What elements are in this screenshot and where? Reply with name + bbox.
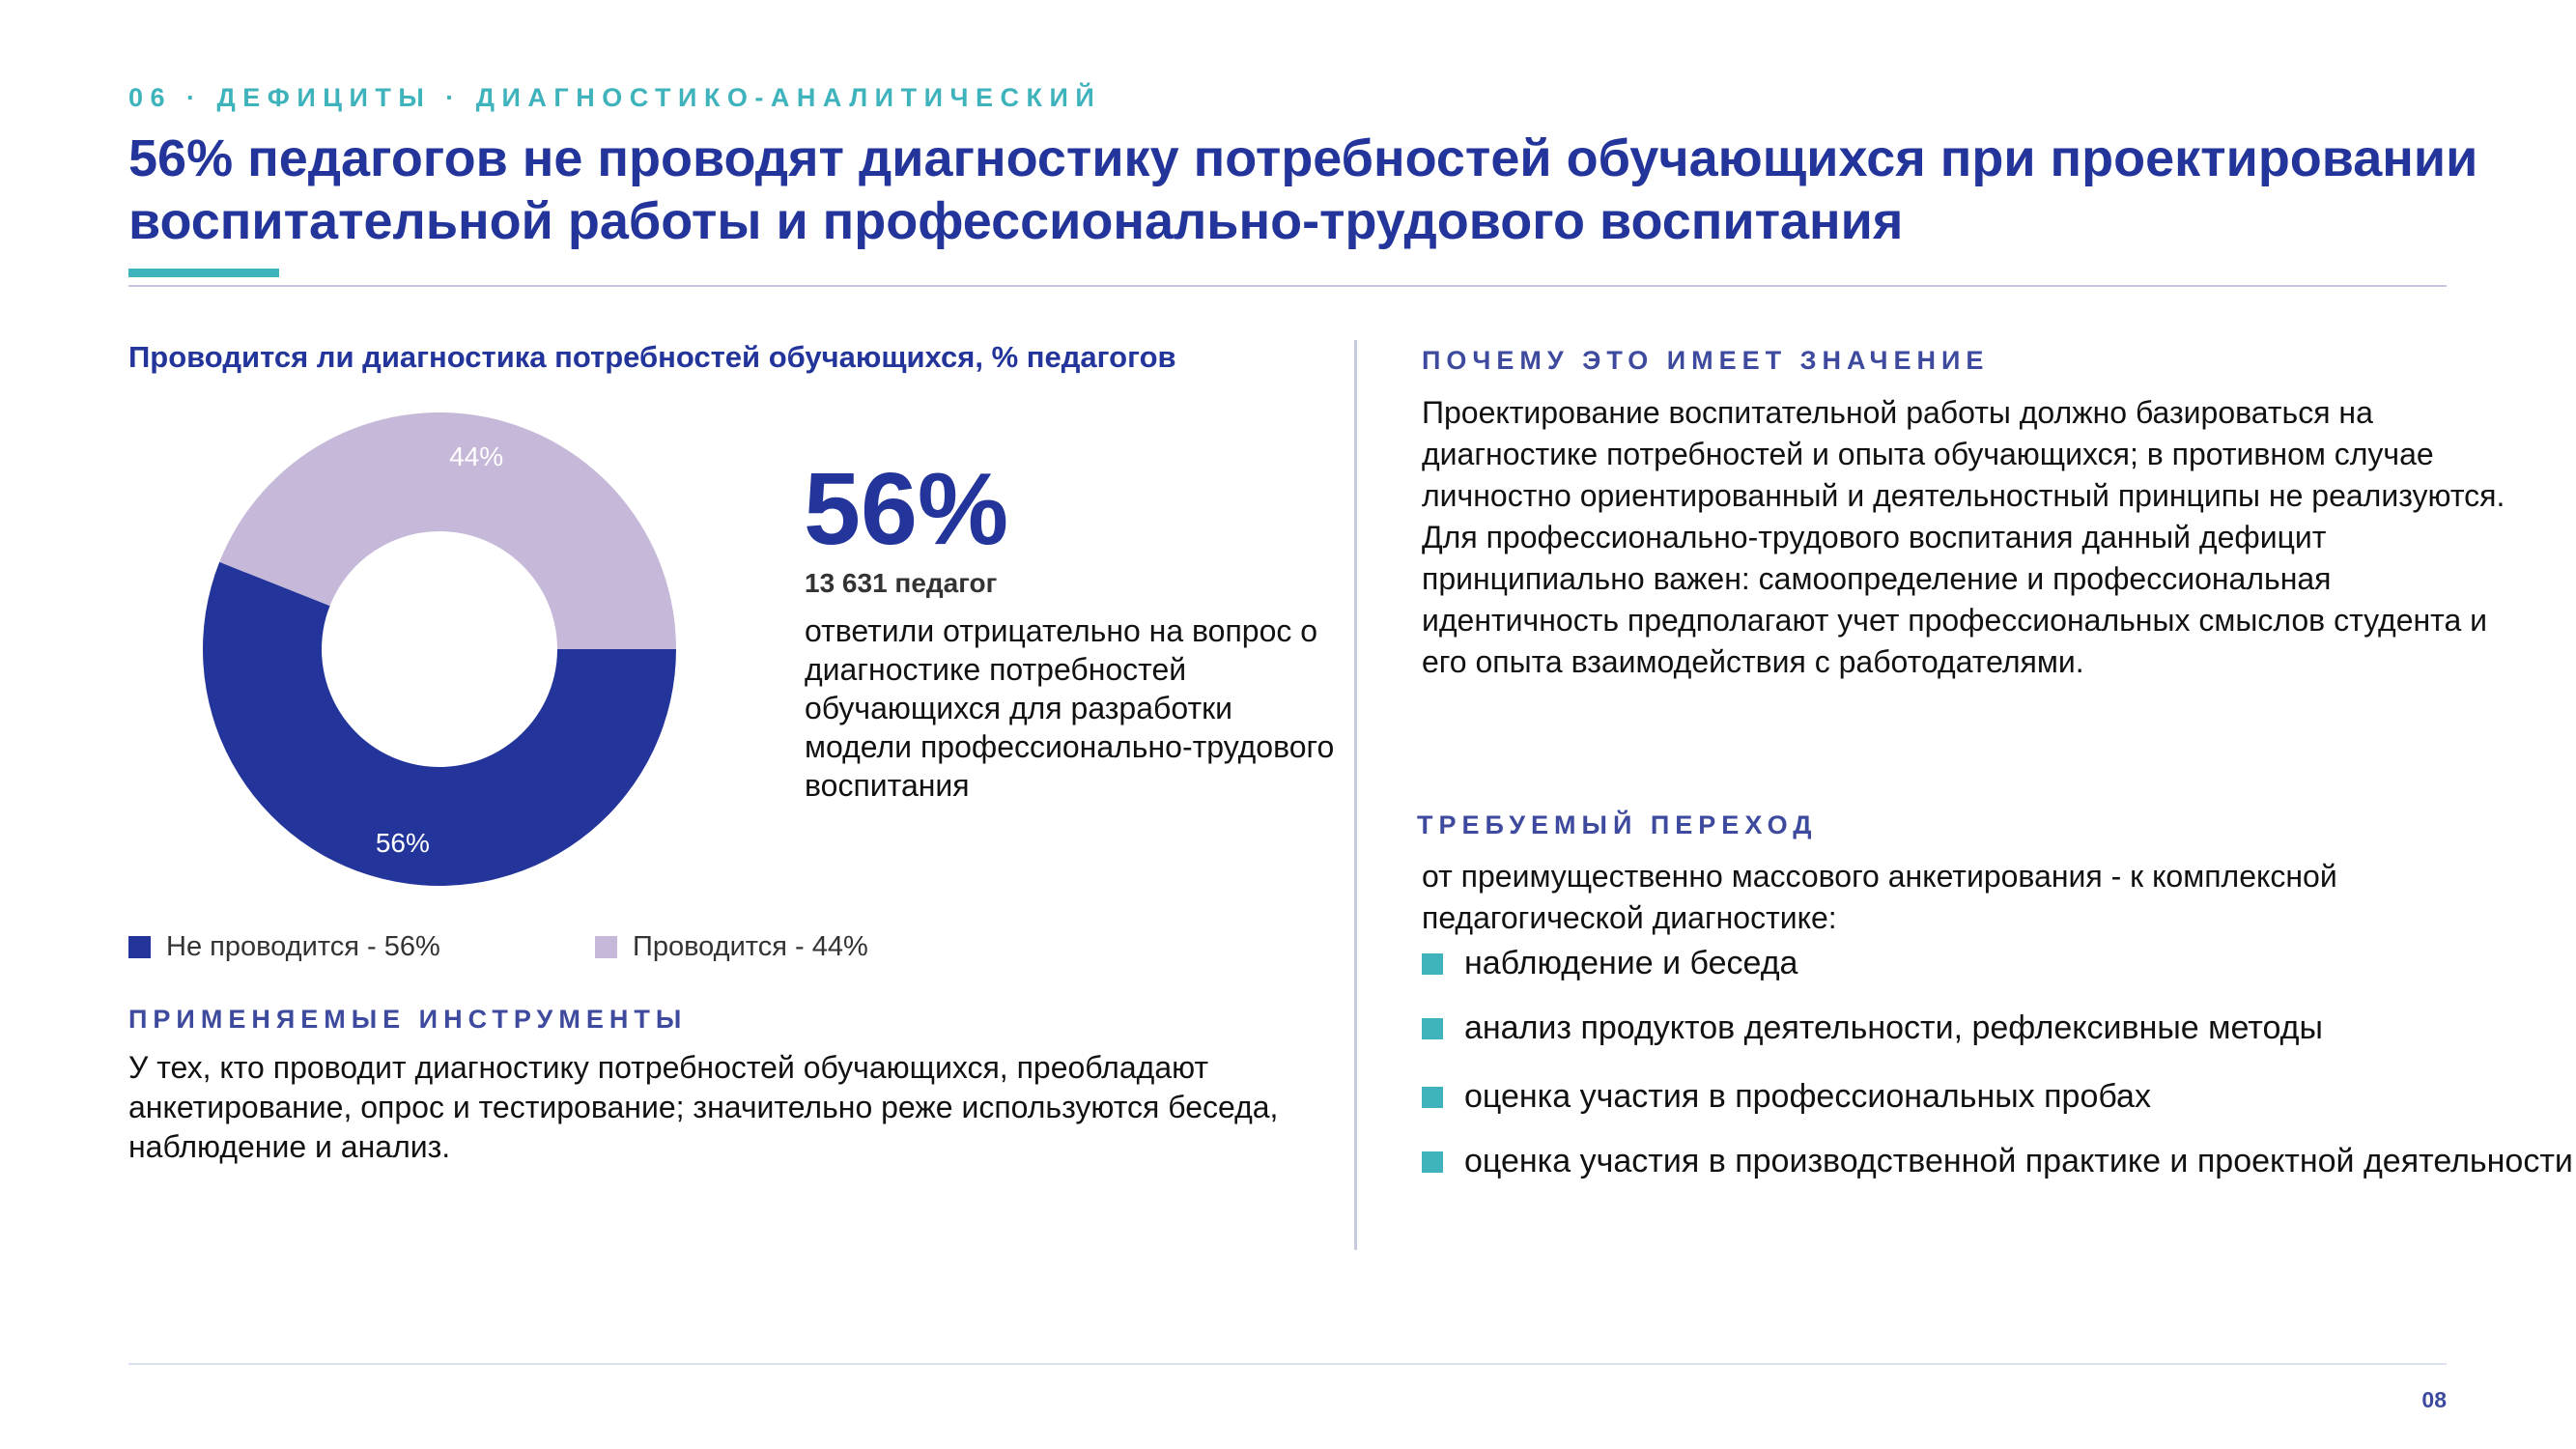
title-divider [128, 285, 2447, 287]
legend-label-not-conducted: Не проводится - 56% [166, 931, 440, 962]
transition-intro: от преимущественно массового анкетирован… [1422, 859, 2337, 935]
tools-heading: ПРИМЕНЯЕМЫЕ ИНСТРУМЕНТЫ [128, 1005, 688, 1034]
list-item: наблюдение и беседа [1422, 945, 1798, 982]
page-title: 56% педагогов не проводят диагностику по… [128, 129, 2478, 250]
list-item: оценка участия в производственной практи… [1422, 1143, 2573, 1180]
page-number: 08 [2421, 1387, 2447, 1412]
highlight-description: ответили отрицательно на вопрос о диагно… [805, 613, 1335, 803]
chart-title: Проводится ли диагностика потребностей о… [128, 340, 1176, 374]
footer-divider [128, 1363, 2447, 1365]
data-label-not-conducted: 56% [376, 828, 430, 858]
importance-text: Проектирование воспитательной работы дол… [1422, 392, 2533, 683]
bullet-square-icon [1422, 1017, 1443, 1039]
highlight-count: 13 631 педагог [805, 568, 998, 598]
importance-heading: ПОЧЕМУ ЭТО ИМЕЕТ ЗНАЧЕНИЕ [1422, 346, 1990, 375]
slice-not-conducted [202, 561, 676, 886]
data-label-conducted: 44% [449, 441, 503, 471]
legend-item-conducted: Проводится - 44% [595, 931, 868, 963]
importance-paragraph-1: Проектирование воспитательной работы дол… [1422, 395, 2505, 513]
section-kicker: 06 · ДЕФИЦИТЫ · ДИАГНОСТИКО-АНАЛИТИЧЕСКИ… [128, 83, 1102, 112]
transition-heading: ТРЕБУЕМЫЙ ПЕРЕХОД [1417, 810, 1818, 839]
list-item-text: оценка участия в производственной практи… [1464, 1143, 2573, 1179]
legend-label-conducted: Проводится - 44% [633, 931, 868, 962]
list-item: анализ продуктов деятельности, рефлексив… [1422, 1009, 2323, 1047]
importance-paragraph-2: Для профессионально-трудового воспитания… [1422, 520, 2488, 679]
list-item-text: анализ продуктов деятельности, рефлексив… [1464, 1009, 2323, 1046]
legend-swatch-not-conducted [128, 936, 151, 958]
slice-conducted [219, 412, 676, 649]
tools-text: У тех, кто проводит диагностику потребно… [128, 1050, 1279, 1164]
bullet-square-icon [1422, 1086, 1443, 1108]
legend-swatch-conducted [595, 936, 617, 958]
legend-item-not-conducted: Не проводится - 56% [128, 931, 440, 963]
list-item: оценка участия в профессиональных пробах [1422, 1078, 2151, 1116]
donut-chart: 56% 44% [202, 412, 676, 886]
bullet-square-icon [1422, 952, 1443, 975]
title-accent-bar [128, 269, 279, 277]
list-item-text: наблюдение и беседа [1464, 945, 1798, 981]
chart-legend: Не проводится - 56% Проводится - 44% [128, 931, 998, 970]
list-item-text: оценка участия в профессиональных пробах [1464, 1078, 2151, 1115]
column-divider [1354, 340, 1357, 1250]
highlight-percentage: 56% [804, 452, 1009, 566]
bullet-square-icon [1422, 1151, 1443, 1173]
